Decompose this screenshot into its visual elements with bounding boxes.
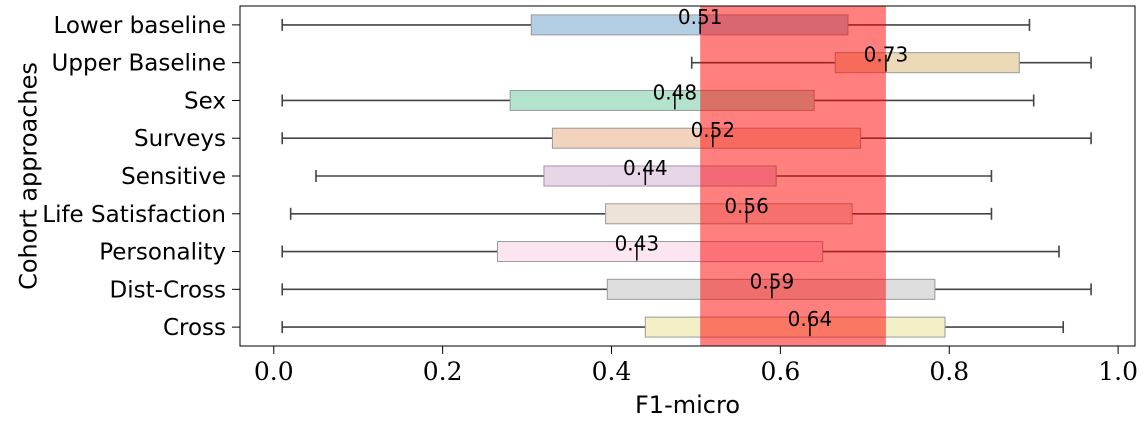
y-tick-label-dist-cross: Dist-Cross	[110, 277, 226, 303]
median-label-sex: 0.48	[653, 80, 698, 104]
y-tick-label-personality: Personality	[99, 240, 226, 266]
y-tick-label-lower-baseline: Lower baseline	[53, 13, 226, 39]
median-label-sensitive: 0.44	[623, 156, 668, 180]
x-tick-label-5: 1.0	[1098, 357, 1138, 386]
y-tick-label-surveys: Surveys	[134, 126, 226, 152]
y-tick-label-sex: Sex	[184, 88, 226, 114]
x-tick-label-1: 0.2	[423, 357, 463, 386]
axes-layer: Lower baseline Upper Baseline Sex Surveys Se…	[42, 13, 1138, 386]
median-label-lower-baseline: 0.51	[678, 5, 723, 29]
median-label-dist-cross: 0.59	[750, 269, 795, 293]
median-label-life-satisfaction: 0.56	[724, 194, 769, 218]
x-axis-title: F1-micro	[635, 391, 740, 419]
y-tick-label-upper-baseline: Upper Baseline	[52, 51, 226, 77]
y-tick-label-sensitive: Sensitive	[121, 164, 226, 190]
x-tick-label-3: 0.6	[760, 357, 800, 386]
median-label-personality: 0.43	[615, 232, 660, 256]
median-label-upper-baseline: 0.73	[864, 43, 909, 67]
y-axis-title: Cohort approaches	[14, 62, 42, 290]
highlight-band	[700, 6, 886, 346]
boxes-layer	[281, 14, 1092, 338]
x-tick-label-0: 0.0	[254, 357, 294, 386]
x-tick-label-2: 0.4	[592, 357, 632, 386]
medians-layer: 0.51 0.73 0.48 0.52 0.44 0.56 0.43 0.59 0.64	[615, 5, 909, 337]
y-tick-label-cross: Cross	[163, 315, 226, 341]
y-tick-label-life-satisfaction: Life Satisfaction	[42, 202, 226, 228]
median-label-cross: 0.64	[788, 307, 833, 331]
median-label-surveys: 0.52	[691, 118, 736, 142]
x-tick-label-4: 0.8	[929, 357, 969, 386]
